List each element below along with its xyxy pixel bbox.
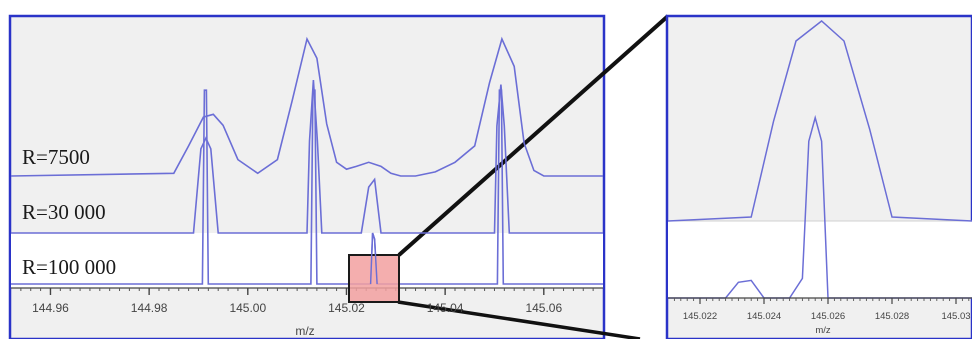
series-label-r100000: R=100 000 bbox=[22, 255, 116, 279]
zoom-trace-1 bbox=[668, 114, 972, 299]
zoom-spectrum-panel: 145.022 145.024 145.026 145.028 145.03 m/z bbox=[665, 14, 972, 339]
zoom-x-axis-title: m/z bbox=[815, 325, 831, 336]
x-tick-label: 145.00 bbox=[229, 301, 266, 315]
main-spectrum-panel: 144.96 144.98 145.00 145.02 145.04 145.06 m/z… bbox=[8, 14, 670, 339]
zoom-x-tick-label: 145.026 bbox=[811, 311, 845, 322]
series-label-r7500: R=7500 bbox=[22, 145, 90, 169]
zoom-x-tick-label: 145.024 bbox=[747, 311, 781, 322]
main-major-ticks bbox=[49, 288, 545, 295]
trace-r-100-000 bbox=[11, 89, 603, 285]
x-tick-label: 144.96 bbox=[32, 301, 69, 315]
main-traces bbox=[10, 36, 603, 285]
highlight-peak-trace bbox=[369, 232, 378, 285]
x-tick-label: 145.06 bbox=[525, 301, 562, 315]
zoom-traces bbox=[667, 20, 972, 299]
trace-r-7500 bbox=[10, 36, 603, 177]
series-label-r30000: R=30 000 bbox=[22, 200, 106, 224]
x-tick-label: 145.02 bbox=[328, 301, 365, 315]
main-tick-labels: 144.96 144.98 145.00 145.02 145.04 145.06 bbox=[32, 301, 562, 315]
zoom-major-ticks bbox=[699, 298, 957, 304]
zoom-trace-0 bbox=[667, 20, 972, 222]
zoom-connector-bottom bbox=[397, 300, 641, 339]
zoom-tick-labels: 145.022 145.024 145.026 145.028 145.03 bbox=[683, 311, 971, 322]
zoom-connector-top bbox=[397, 14, 670, 257]
main-lower-band bbox=[11, 233, 603, 288]
x-tick-label: 145.04 bbox=[427, 301, 464, 315]
zoom-highlight-box bbox=[348, 254, 400, 303]
x-tick-label: 144.98 bbox=[131, 301, 168, 315]
zoom-x-tick-label: 145.03 bbox=[941, 311, 970, 322]
zoom-x-tick-label: 145.028 bbox=[875, 311, 909, 322]
main-x-axis-title: m/z bbox=[295, 324, 314, 338]
zoom-x-tick-label: 145.022 bbox=[683, 311, 717, 322]
highlight-traces bbox=[369, 232, 378, 285]
zoom-lower-band bbox=[668, 221, 972, 298]
